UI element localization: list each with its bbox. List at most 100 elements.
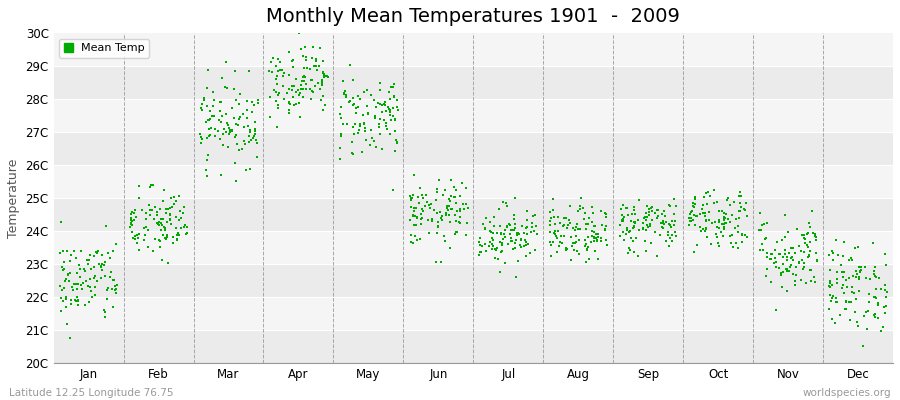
Point [628,211,643,217]
Point [108,283,122,290]
Point [694,228,708,234]
Point [172,192,186,199]
Point [129,214,143,220]
Point [572,206,587,212]
Point [557,215,572,221]
Point [636,226,651,232]
Point [348,110,363,116]
Point [235,145,249,152]
Point [313,45,328,52]
Point [568,227,582,233]
Point [620,250,634,256]
Point [796,249,811,255]
Point [286,102,301,108]
Point [716,217,731,223]
Point [308,83,322,89]
Point [473,242,488,248]
Point [249,136,264,143]
Point [318,102,332,108]
Point [140,244,155,250]
Point [503,222,517,228]
Point [357,89,372,96]
Point [248,127,263,134]
Point [283,110,297,116]
Point [764,279,778,285]
Point [229,121,243,127]
Point [402,217,417,224]
Point [579,258,593,265]
Point [194,106,209,113]
Point [220,144,235,150]
Point [571,208,585,214]
Point [435,212,449,219]
Point [86,275,101,282]
Point [306,89,320,95]
Point [588,248,602,254]
Point [384,117,399,124]
Point [445,206,459,212]
Point [391,107,405,113]
Point [71,262,86,268]
Point [353,95,367,102]
Point [876,324,890,330]
Point [829,298,843,305]
Point [573,226,588,232]
Point [662,229,676,236]
Point [333,110,347,117]
Point [830,299,844,306]
Point [759,234,773,241]
Point [166,240,180,246]
Point [849,268,863,274]
Point [790,226,805,232]
Point [142,201,157,208]
Point [63,270,77,276]
Point [620,225,634,231]
Bar [54,297,893,330]
Point [135,207,149,213]
Point [723,232,737,239]
Point [556,233,571,240]
Point [145,207,159,214]
Point [486,230,500,237]
Point [837,269,851,275]
Point [243,129,257,135]
Point [802,252,816,258]
Point [809,237,824,243]
Point [309,57,323,64]
Text: Latitude 12.25 Longitude 76.75: Latitude 12.25 Longitude 76.75 [9,388,174,398]
Point [425,218,439,224]
Point [508,274,523,280]
Point [383,112,398,118]
Point [494,249,508,255]
Point [566,239,580,246]
Point [798,236,813,242]
Point [772,251,787,257]
Point [194,101,209,107]
Point [844,256,859,263]
Point [94,261,109,267]
Point [200,102,214,109]
Point [688,213,703,220]
Point [682,222,697,229]
Point [849,295,863,302]
Point [613,222,627,228]
Point [483,239,498,246]
Point [696,226,710,232]
Point [801,220,815,226]
Point [346,77,360,83]
Point [406,212,420,218]
Point [268,98,283,105]
Point [780,229,795,235]
Point [826,257,841,264]
Point [460,220,474,226]
Point [879,303,894,309]
Point [213,99,228,105]
Point [580,246,594,252]
Point [654,220,669,226]
Point [275,72,290,79]
Point [587,223,601,230]
Point [804,267,818,274]
Point [366,138,381,144]
Point [763,251,778,257]
Point [222,127,237,133]
